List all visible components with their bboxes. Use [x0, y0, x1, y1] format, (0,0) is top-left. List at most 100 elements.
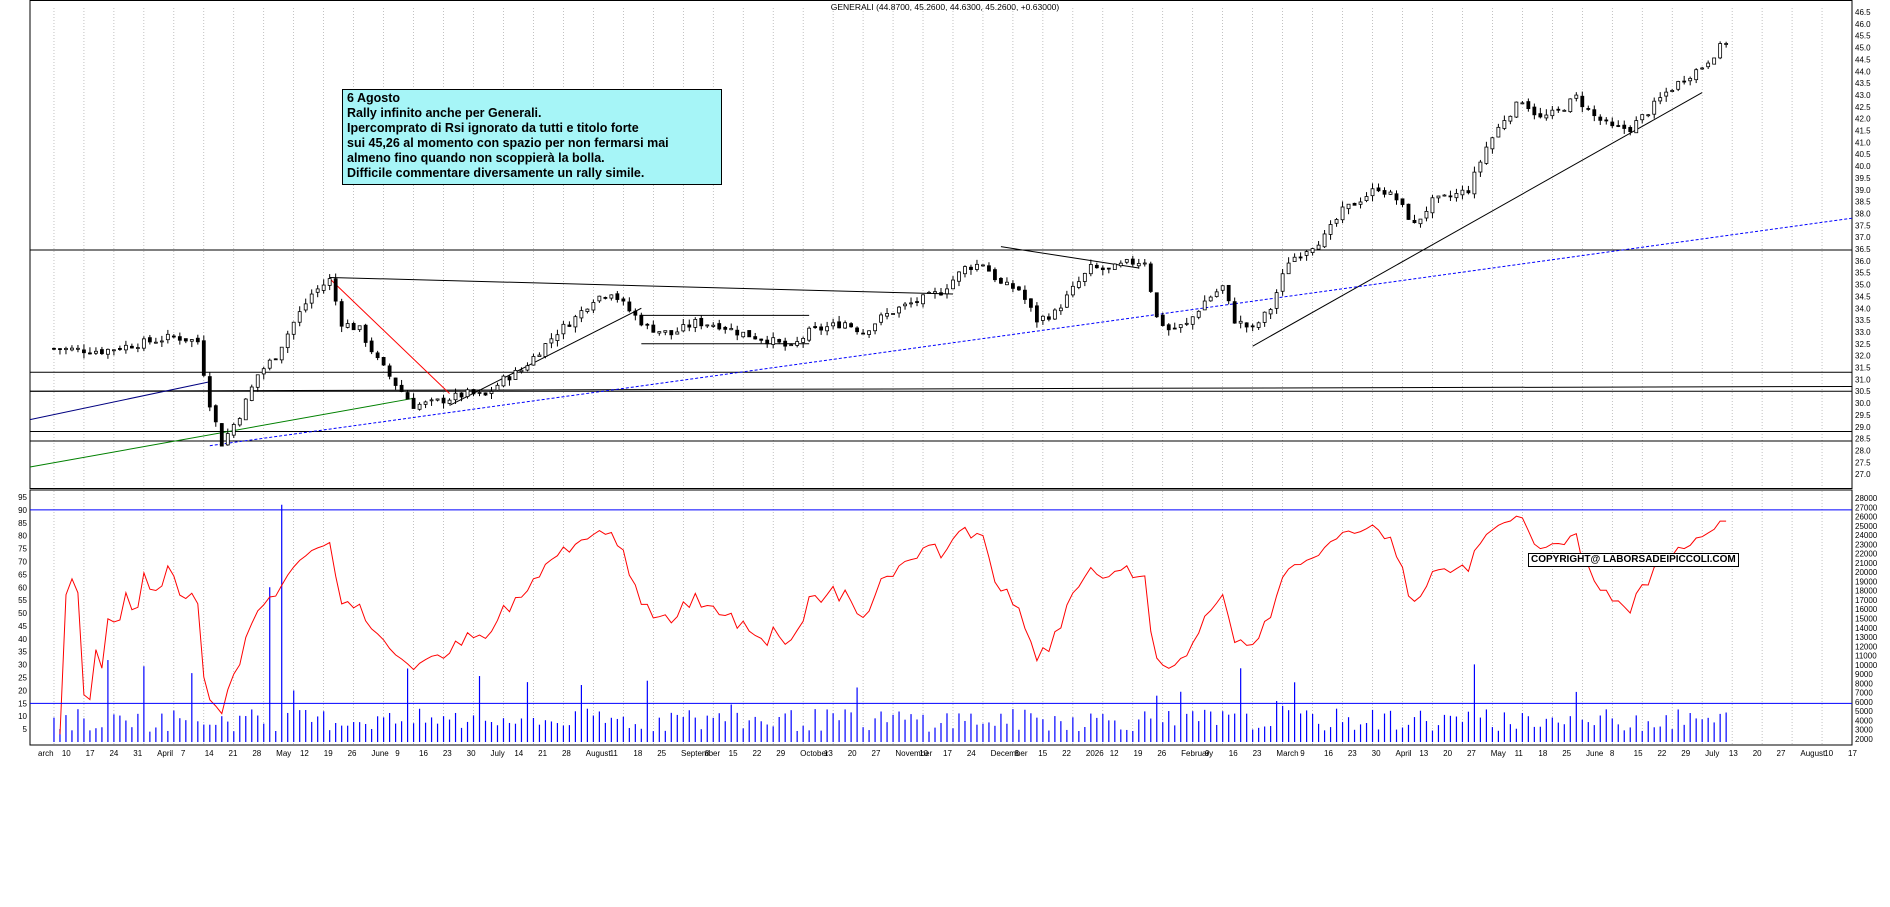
candle-body — [621, 298, 626, 302]
candle-body — [831, 322, 836, 327]
candle-body — [1550, 109, 1555, 117]
candle-body — [801, 338, 806, 343]
candle-body — [70, 347, 74, 351]
price-tick-label: 42.0 — [1855, 115, 1871, 124]
candle-body — [1382, 190, 1387, 195]
x-tick-label: 18 — [633, 749, 642, 758]
candle-body — [1664, 91, 1669, 97]
volume-tick-label: 14000 — [1855, 624, 1878, 633]
candle-body — [675, 331, 680, 335]
candle-body — [141, 338, 146, 349]
candle-body — [201, 340, 206, 376]
candle-body — [1029, 298, 1033, 308]
rsi-tick-label: 95 — [18, 493, 27, 502]
x-tick-label: April — [1396, 749, 1412, 758]
volume-tick-label: 22000 — [1855, 550, 1878, 559]
x-tick-label: 29 — [1681, 749, 1690, 758]
candle-body — [555, 334, 560, 341]
x-tick-label: 9 — [395, 749, 400, 758]
candle-body — [783, 340, 788, 347]
candle-body — [651, 324, 656, 333]
candle-body — [351, 323, 356, 331]
candle-body — [1418, 218, 1423, 225]
x-tick-label: 12 — [1110, 749, 1119, 758]
candle-body — [411, 397, 416, 409]
candle-body — [1058, 307, 1063, 312]
rsi-tick-label: 45 — [18, 622, 27, 631]
candle-body — [663, 330, 668, 333]
x-tick-label: June — [1586, 749, 1604, 758]
candle-body — [1106, 267, 1111, 270]
price-tick-label: 37.5 — [1855, 221, 1871, 230]
candle-body — [76, 347, 80, 350]
price-tick-label: 30.0 — [1855, 399, 1871, 408]
price-tick-label: 29.5 — [1855, 411, 1871, 420]
volume-tick-label: 10000 — [1855, 661, 1878, 670]
candle-body — [183, 338, 188, 342]
price-tick-label: 32.5 — [1855, 340, 1871, 349]
x-tick-label: 17 — [86, 749, 95, 758]
x-tick-label: 26 — [1157, 749, 1166, 758]
candle-body — [1676, 81, 1681, 90]
rsi-tick-label: 30 — [18, 661, 27, 670]
candle-body — [741, 331, 746, 338]
candle-body — [717, 323, 722, 330]
candle-body — [339, 301, 344, 327]
candle-body — [1370, 188, 1375, 197]
x-tick-label: 13 — [1729, 749, 1738, 758]
x-tick-label: 13 — [824, 749, 833, 758]
candle-body — [1670, 90, 1675, 93]
volume-tick-label: 9000 — [1855, 670, 1873, 679]
x-tick-label: 30 — [1372, 749, 1381, 758]
price-tick-label: 39.0 — [1855, 186, 1871, 195]
price-tick-label: 42.5 — [1855, 103, 1871, 112]
candle-body — [627, 301, 632, 312]
candle-body — [249, 386, 254, 401]
x-tick-label: 21 — [538, 749, 547, 758]
x-tick-label: May — [276, 749, 291, 758]
candle-body — [231, 424, 236, 436]
candle-body — [585, 308, 590, 312]
candle-body — [1640, 114, 1645, 121]
candle-body — [1034, 305, 1039, 323]
candle-body — [100, 349, 104, 355]
x-tick-label: 8 — [1014, 749, 1019, 758]
candle-body — [1628, 127, 1633, 132]
candle-body — [543, 343, 548, 357]
trendline — [29, 381, 210, 421]
candle-body — [345, 323, 350, 328]
x-tick-label: 10 — [1824, 749, 1833, 758]
annotation-line: sui 45,26 al momento con spazio per non … — [347, 136, 669, 150]
candle-body — [153, 341, 158, 344]
rsi-tick-label: 75 — [18, 545, 27, 554]
candle-body — [657, 331, 662, 334]
candle-body — [1184, 322, 1189, 325]
candle-body — [615, 293, 620, 300]
candle-body — [1142, 262, 1147, 265]
candle-body — [753, 336, 758, 340]
x-tick-label: May — [1491, 749, 1506, 758]
volume-tick-label: 27000 — [1855, 503, 1878, 512]
volume-tick-label: 6000 — [1855, 698, 1873, 707]
x-tick-label: 16 — [1229, 749, 1238, 758]
candle-body — [1688, 77, 1693, 82]
candle-body — [1394, 193, 1399, 201]
price-tick-label: 33.0 — [1855, 328, 1871, 337]
x-tick-label: 16 — [1324, 749, 1333, 758]
candle-body — [1172, 327, 1177, 330]
volume-tick-label: 15000 — [1855, 615, 1878, 624]
candle-body — [1568, 98, 1573, 113]
x-tick-label: 19 — [1134, 749, 1143, 758]
candle-body — [711, 324, 716, 327]
price-tick-label: 40.0 — [1855, 162, 1871, 171]
candle-body — [567, 324, 572, 327]
candle-body — [1586, 108, 1591, 110]
candle-body — [1442, 194, 1447, 197]
x-tick-label: August — [1800, 749, 1826, 758]
volume-tick-label: 23000 — [1855, 540, 1878, 549]
candle-body — [987, 265, 991, 272]
volume-tick-label: 11000 — [1855, 652, 1877, 661]
candle-body — [1652, 100, 1657, 115]
